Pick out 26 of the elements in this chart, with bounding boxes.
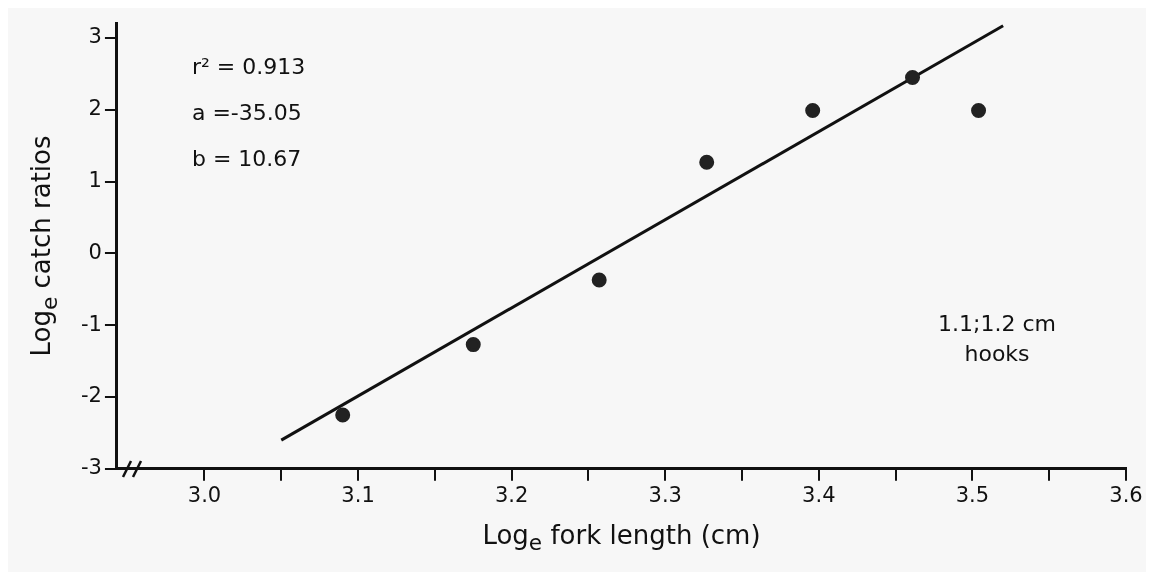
y-tick-label: 2 [88,96,102,121]
point [905,69,921,85]
x-tick-label: 3.2 [494,482,529,507]
y-tick-label: -2 [80,383,102,408]
annotation: 1.1;1.2 cm hooks [938,309,1056,368]
point [591,272,607,288]
y-tick-label: -3 [80,455,102,480]
point [805,102,821,118]
point [335,407,351,423]
x-tick-label: 3.1 [341,482,375,507]
annotation: r² = 0.913 [191,52,306,81]
x-tick-label: 3.3 [648,482,682,507]
x-tick-label: 3.5 [955,482,990,507]
annotation: b = 10.67 [191,144,303,173]
y-tick-label: 0 [88,239,102,264]
x-tick-label: 3.6 [1109,482,1143,507]
y-tick-label: 3 [88,24,102,49]
x-tick-label: 3.0 [187,482,222,507]
point [699,154,715,170]
x-tick-label: 3.4 [802,482,836,507]
y-tick-label: -1 [80,311,102,336]
x-axis-title: Log$_{e}$ fork length (cm) [481,520,762,556]
point [971,102,987,118]
annotation: a =-35.05 [191,98,303,127]
y-tick-label: 1 [88,168,102,193]
point [465,337,481,353]
